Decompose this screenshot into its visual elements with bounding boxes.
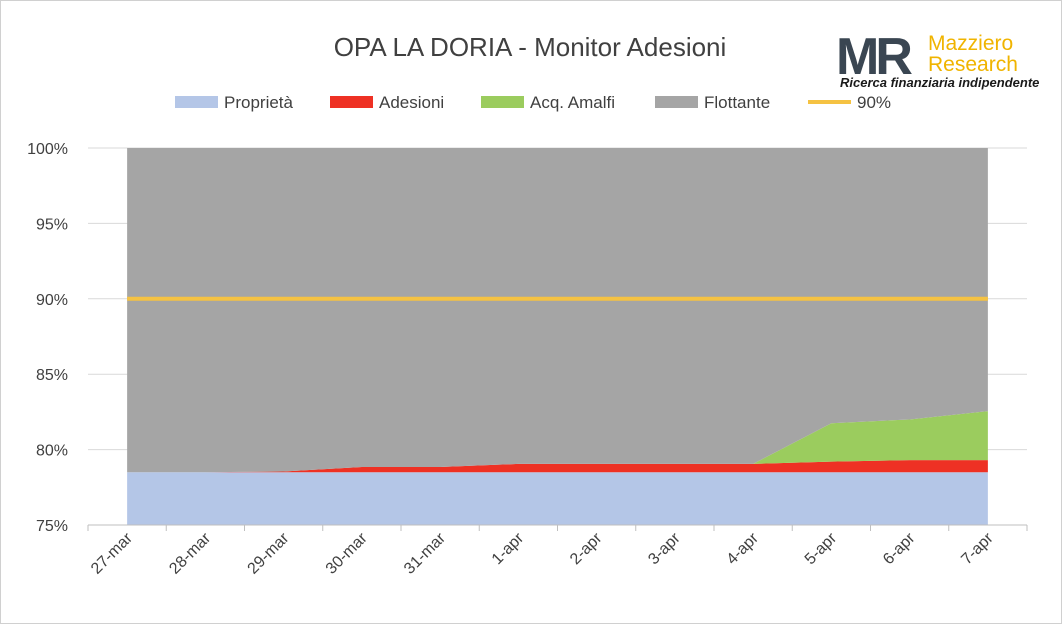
y-tick-label: 75% — [36, 518, 68, 535]
chart-title: OPA LA DORIA - Monitor Adesioni — [334, 32, 727, 62]
y-tick-label: 80% — [36, 443, 68, 460]
logo: MR Mazziero Research Ricerca finanziaria… — [836, 28, 1039, 90]
y-tick-label: 95% — [36, 216, 68, 233]
area — [127, 148, 988, 473]
area — [127, 460, 988, 473]
logo-tagline: Ricerca finanziaria indipendente — [840, 75, 1039, 90]
area — [127, 472, 988, 525]
legend-swatch — [481, 96, 524, 108]
logo-initials: MR — [836, 28, 912, 86]
legend-label: Flottante — [704, 93, 770, 112]
legend-swatch — [175, 96, 218, 108]
legend-label: 90% — [857, 93, 891, 112]
logo-name: Mazziero — [928, 32, 1013, 55]
legend-swatch — [330, 96, 373, 108]
legend-label: Proprietà — [224, 93, 294, 112]
area — [127, 411, 988, 473]
legend-swatch — [655, 96, 698, 108]
y-tick-label: 85% — [36, 367, 68, 384]
legend-label: Acq. Amalfi — [530, 93, 615, 112]
y-tick-label: 90% — [36, 292, 68, 309]
logo-name: Research — [928, 53, 1018, 76]
legend-label: Adesioni — [379, 93, 444, 112]
y-tick-label: 100% — [27, 141, 68, 158]
